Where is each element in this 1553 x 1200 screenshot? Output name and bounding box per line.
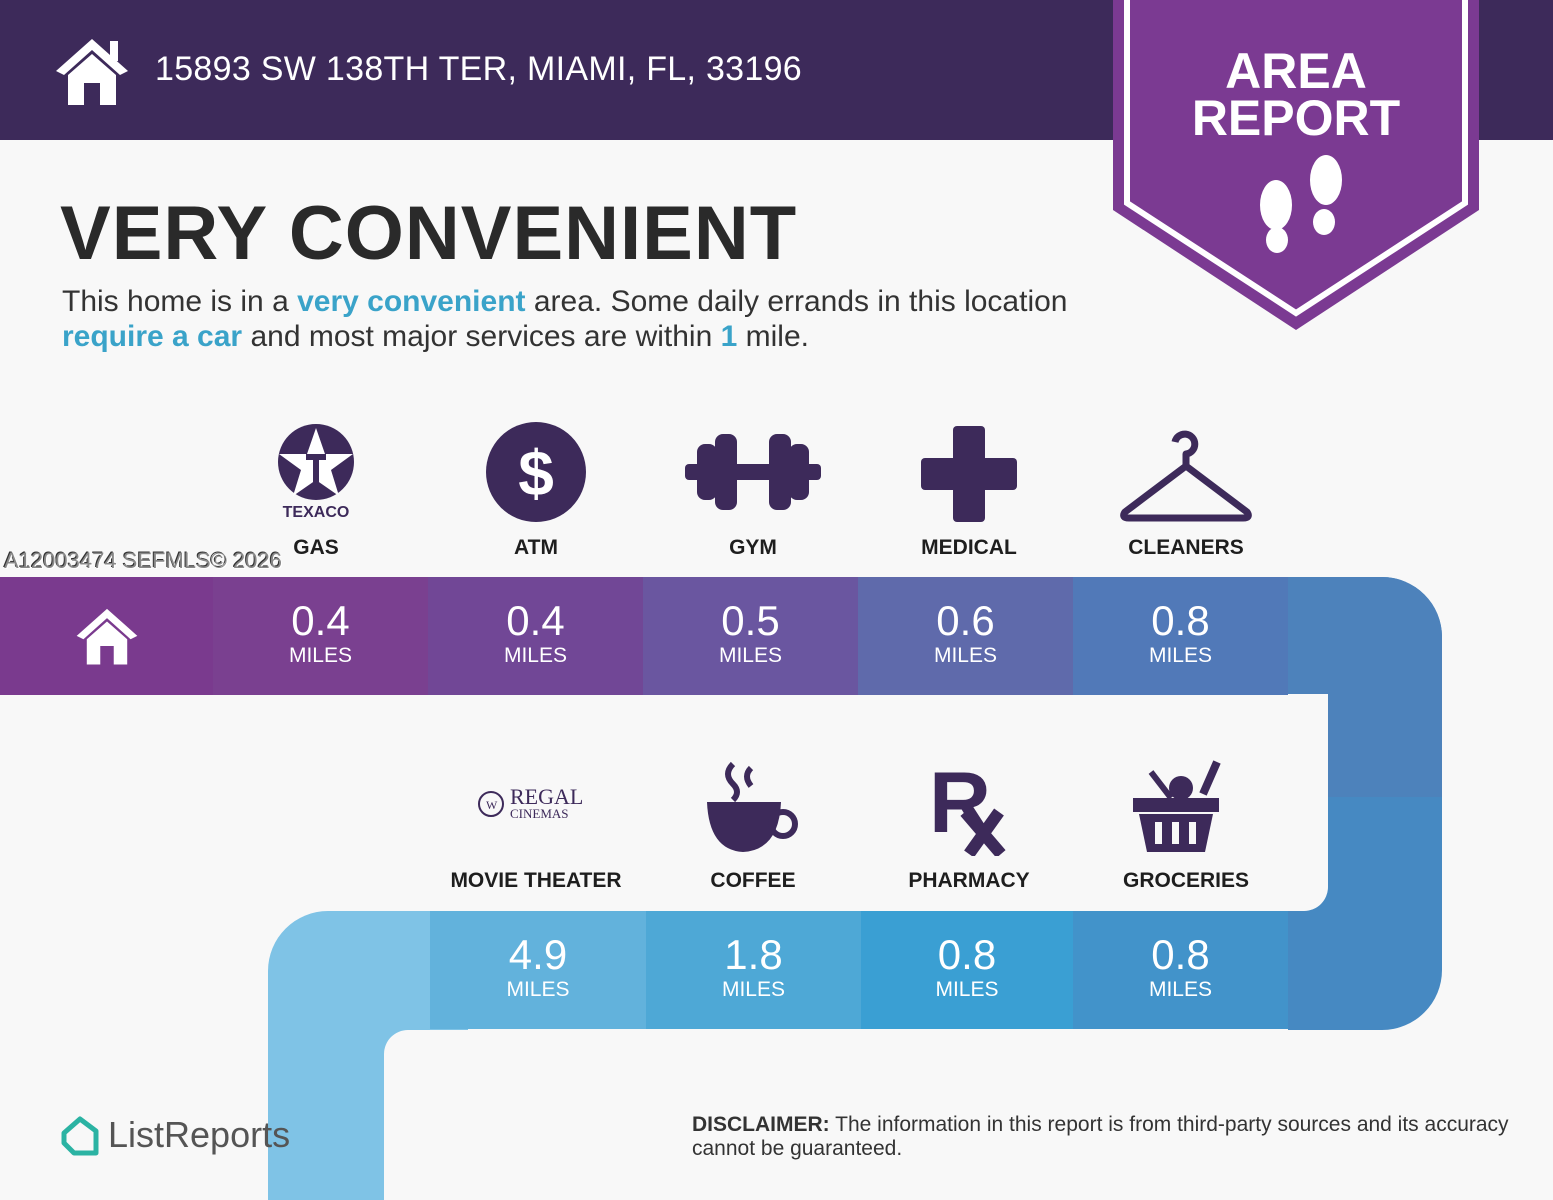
label-gas: GAS (293, 536, 339, 559)
distance-unit: MILES (721, 978, 786, 1001)
area-report-badge (1113, 0, 1479, 330)
distance-value: 0.4 (506, 597, 565, 644)
description-highlight: 1 (720, 320, 738, 353)
regal-cinemas-logo: W REGAL CINEMAS (428, 784, 644, 824)
distance-unit: MILES (506, 978, 570, 1001)
distance-unit: MILES (288, 644, 353, 667)
property-address: 15893 SW 138TH TER, MIAMI, FL, 33196 (155, 50, 803, 88)
svg-text:$: $ (518, 437, 554, 509)
texaco-brand-text: TEXACO (283, 504, 350, 521)
distance-pharmacy: 0.8 MILES (861, 911, 1073, 1029)
distance-value: 0.6 (936, 597, 995, 644)
house-icon (56, 39, 128, 105)
distance-movie-theater: 4.9 MILES (430, 911, 646, 1029)
description-text: area. Some daily errands in this locatio… (525, 285, 1068, 318)
label-groceries: GROCERIES (1122, 869, 1250, 892)
distance-value: 1.8 (724, 931, 783, 978)
rx-icon: R (861, 760, 1077, 856)
badge-line2: REPORT (1191, 90, 1401, 146)
distance-value: 4.9 (508, 931, 568, 978)
badge-line1: AREA (1225, 43, 1367, 99)
description: This home is in a very convenient area. … (62, 284, 1162, 354)
house-icon (76, 608, 137, 665)
listreports-logo-icon (61, 1116, 99, 1156)
label-pharmacy: PHARMACY (908, 869, 1030, 892)
medical-cross-icon (861, 426, 1077, 522)
headline: VERY CONVENIENT (60, 191, 798, 276)
listreports-logo: ListReports (108, 1114, 291, 1155)
mls-watermark: A12003474 SEFMLS© 2026 (4, 548, 282, 573)
distance-unit: MILES (503, 644, 568, 667)
distance-unit: MILES (935, 978, 999, 1001)
texaco-logo: TEXACO (208, 422, 424, 522)
footprints-icon (1260, 155, 1342, 253)
label-coffee: COFFEE (710, 869, 796, 892)
description-text: mile. (737, 320, 809, 353)
distance-value: 0.8 (937, 931, 997, 978)
distance-groceries: 0.8 MILES (1073, 911, 1288, 1029)
description-text: This home is in a (62, 285, 298, 318)
home-segment (0, 577, 213, 695)
distance-medical: 0.6 MILES (858, 577, 1073, 695)
distance-value: 0.5 (721, 597, 780, 644)
distance-cleaners: 0.8 MILES (1073, 577, 1288, 695)
distance-value: 0.8 (1151, 597, 1210, 644)
label-cleaners: CLEANERS (1128, 536, 1244, 559)
description-text: and most major services are within (242, 320, 721, 353)
distance-unit: MILES (1148, 978, 1213, 1001)
label-medical: MEDICAL (921, 536, 1017, 559)
label-atm: ATM (514, 536, 558, 559)
disclaimer: DISCLAIMER: The information in this repo… (692, 1113, 1512, 1161)
description-highlight: require a car (62, 320, 243, 353)
description-highlight: very convenient (297, 285, 526, 318)
distance-unit: MILES (933, 644, 998, 667)
distance-coffee: 1.8 MILES (646, 911, 861, 1029)
regal-brand-subtext: CINEMAS (510, 806, 569, 821)
path-gap (0, 694, 1328, 911)
disclaimer-label: DISCLAIMER: (692, 1113, 830, 1136)
distance-gas: 0.4 MILES (213, 577, 428, 695)
grocery-basket-icon (1078, 758, 1294, 854)
hanger-icon (1078, 428, 1294, 524)
distance-unit: MILES (718, 644, 783, 667)
svg-text:W: W (486, 798, 498, 812)
regal-brand-text: REGAL (510, 784, 583, 809)
dollar-icon: $ (428, 422, 644, 522)
distance-value: 0.8 (1151, 931, 1210, 978)
path-gap-bottom (384, 1030, 1553, 1200)
distance-unit: MILES (1148, 644, 1213, 667)
disclaimer-text: The information in this report is from t… (692, 1113, 1509, 1160)
label-gym: GYM (729, 536, 777, 559)
coffee-icon (645, 760, 861, 856)
distance-atm: 0.4 MILES (428, 577, 643, 695)
distance-gym: 0.5 MILES (643, 577, 858, 695)
dumbbell-icon (645, 432, 861, 512)
distance-value: 0.4 (291, 597, 350, 644)
label-movie-theater: MOVIE THEATER (450, 869, 622, 892)
